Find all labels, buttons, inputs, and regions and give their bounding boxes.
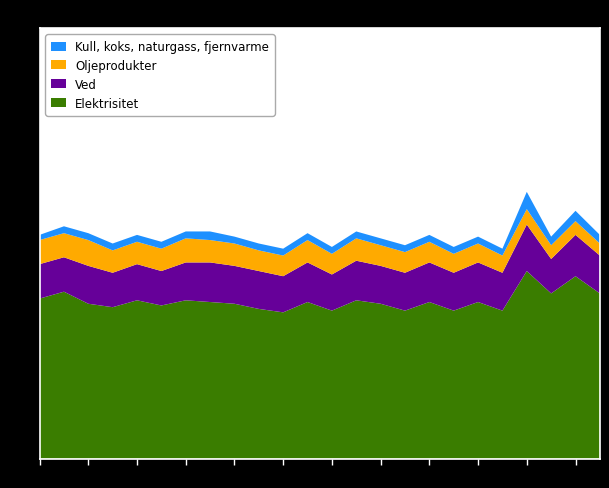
Legend: Kull, koks, naturgass, fjernvarme, Oljeprodukter, Ved, Elektrisitet: Kull, koks, naturgass, fjernvarme, Oljep… — [46, 35, 275, 117]
